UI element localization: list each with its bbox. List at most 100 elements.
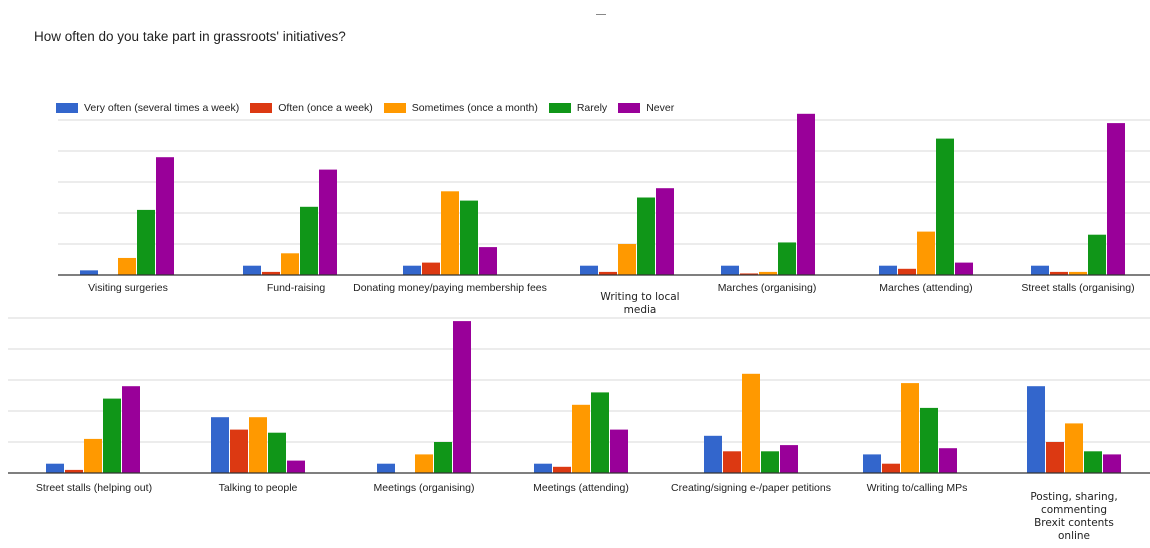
category-label-1-1: Visiting surgeries <box>88 282 168 294</box>
chart-legend: Very often (several times a week) Often … <box>56 102 685 114</box>
bar-2-4-1 <box>534 463 552 473</box>
bar-2-6-4 <box>920 407 938 473</box>
bar-1-2-4 <box>300 206 318 275</box>
bar-1-3-2 <box>422 262 440 275</box>
bar-1-1-3 <box>118 257 136 275</box>
bar-1-6-3 <box>917 231 935 275</box>
bar-1-4-5 <box>656 188 674 275</box>
bar-2-6-2 <box>882 463 900 473</box>
bar-2-2-3 <box>249 417 267 473</box>
category-label-2-1: Street stalls (helping out) <box>36 482 152 494</box>
bar-2-5-3 <box>742 373 760 473</box>
legend-item-often: Often (once a week) <box>250 102 373 114</box>
category-label-2-7-line-2: commenting <box>1041 504 1107 516</box>
bar-1-4-4 <box>637 197 655 275</box>
bar-2-6-3 <box>901 383 919 473</box>
bar-2-7-2 <box>1046 442 1064 473</box>
legend-label-often: Often (once a week) <box>278 102 373 114</box>
bar-2-2-5 <box>287 460 305 473</box>
bar-2-7-5 <box>1103 454 1121 473</box>
divider <box>596 14 606 15</box>
bar-1-2-3 <box>281 253 299 275</box>
legend-item-never: Never <box>618 102 674 114</box>
bar-2-4-2 <box>553 466 571 473</box>
bar-2-3-5 <box>453 321 471 473</box>
category-label-2-6: Writing to/calling MPs <box>867 482 968 494</box>
bar-1-3-3 <box>441 191 459 275</box>
legend-swatch-never <box>618 103 641 113</box>
legend-item-sometimes: Sometimes (once a month) <box>383 102 538 114</box>
category-label-1-4-line-2: media <box>624 304 657 316</box>
category-label-2-7-line-3: Brexit contents <box>1034 517 1114 529</box>
bar-1-4-1 <box>580 265 598 275</box>
bar-2-1-3 <box>84 438 102 473</box>
legend-swatch-rarely <box>548 103 571 113</box>
category-label-2-5: Creating/signing e-/paper petitions <box>671 482 831 494</box>
bar-1-3-5 <box>479 247 497 275</box>
bar-2-1-5 <box>122 386 140 473</box>
category-label-1-3: Donating money/paying membership fees <box>353 282 547 294</box>
page-title: How often do you take part in grassroots… <box>34 29 346 44</box>
bar-1-2-5 <box>319 169 337 275</box>
bar-1-5-5 <box>797 113 815 275</box>
legend-label-sometimes: Sometimes (once a month) <box>411 102 538 114</box>
bar-1-6-4 <box>936 138 954 275</box>
legend-swatch-often <box>250 103 273 113</box>
legend-item-very-often: Very often (several times a week) <box>56 102 239 114</box>
bar-1-3-4 <box>460 200 478 275</box>
bar-1-5-4 <box>778 242 796 275</box>
bar-2-7-3 <box>1065 423 1083 473</box>
legend-label-never: Never <box>646 102 675 114</box>
bar-2-1-2 <box>65 469 83 473</box>
category-label-2-7-line-4: online <box>1058 530 1090 542</box>
category-label-2-2: Talking to people <box>219 482 298 494</box>
bar-1-4-3 <box>618 244 636 275</box>
legend-swatch-very-often <box>56 103 78 113</box>
bar-1-1-4 <box>137 209 155 275</box>
bar-1-4-2 <box>599 271 617 275</box>
bar-2-5-5 <box>780 445 798 473</box>
bar-1-5-2 <box>740 273 758 275</box>
bar-1-7-1 <box>1031 265 1049 275</box>
bar-1-7-5 <box>1107 123 1125 275</box>
bar-2-6-1 <box>863 454 881 473</box>
bar-1-2-1 <box>243 265 261 275</box>
bar-2-6-5 <box>939 448 957 473</box>
category-label-2-3: Meetings (organising) <box>374 482 475 494</box>
category-label-1-7: Street stalls (organising) <box>1021 282 1134 294</box>
bar-1-7-3 <box>1069 271 1087 275</box>
bar-2-2-2 <box>230 429 248 473</box>
category-label-1-2: Fund-raising <box>267 282 326 294</box>
category-label-2-7-line-1: Posting, sharing, <box>1030 491 1117 503</box>
bar-1-6-5 <box>955 262 973 275</box>
bar-2-5-2 <box>723 451 741 473</box>
bar-2-3-3 <box>415 454 433 473</box>
bar-1-1-1 <box>80 270 98 275</box>
bar-2-7-4 <box>1084 451 1102 473</box>
bar-2-7-1 <box>1027 386 1045 473</box>
category-label-1-4-line-1: Writing to local <box>600 291 679 303</box>
legend-swatch-sometimes <box>383 103 406 113</box>
bar-1-5-3 <box>759 271 777 275</box>
bar-1-7-4 <box>1088 234 1106 275</box>
bar-2-3-1 <box>377 463 395 473</box>
bar-2-4-4 <box>591 392 609 473</box>
bar-2-3-4 <box>434 442 452 473</box>
bar-1-6-2 <box>898 268 916 275</box>
legend-label-rarely: Rarely <box>576 102 608 114</box>
bar-2-2-1 <box>211 417 229 473</box>
bar-1-7-2 <box>1050 271 1068 275</box>
bar-2-5-1 <box>704 435 722 473</box>
bar-2-1-1 <box>46 463 64 473</box>
bar-2-4-5 <box>610 429 628 473</box>
bar-2-1-4 <box>103 398 121 473</box>
legend-item-rarely: Rarely <box>548 102 608 114</box>
legend-label-very-often: Very often (several times a week) <box>84 102 240 114</box>
category-label-2-4: Meetings (attending) <box>533 482 629 494</box>
bar-2-5-4 <box>761 451 779 473</box>
bar-2-4-3 <box>572 404 590 473</box>
bar-1-3-1 <box>403 265 421 275</box>
bar-1-5-1 <box>721 265 739 275</box>
bar-1-2-2 <box>262 271 280 275</box>
